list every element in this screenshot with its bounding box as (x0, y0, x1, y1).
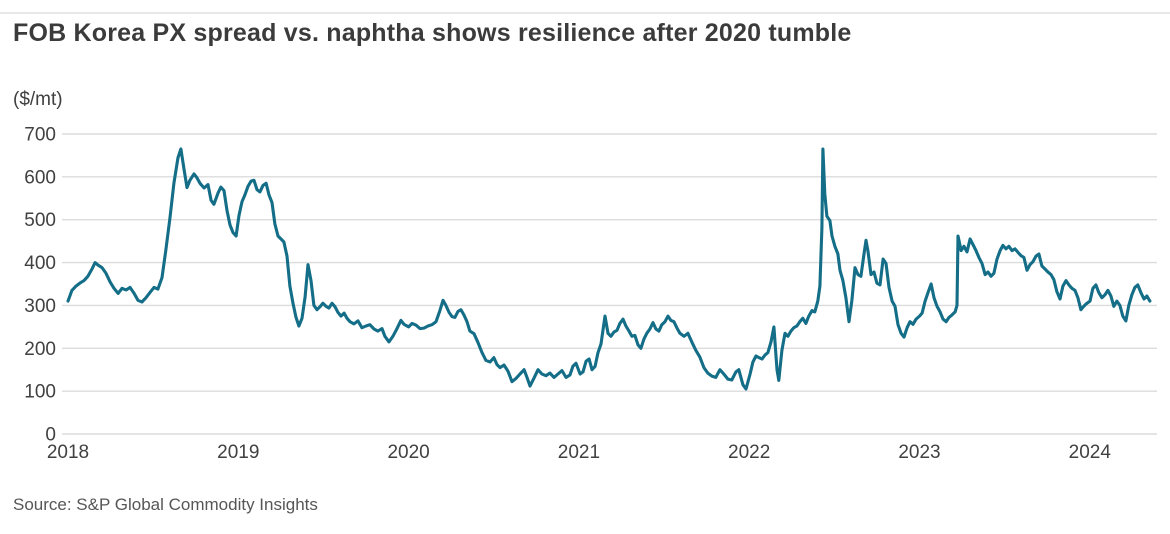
source-attribution: Source: S&P Global Commodity Insights (13, 495, 318, 514)
y-tick-label-400: 400 (24, 253, 56, 274)
x-tick-label-2024: 2024 (1069, 442, 1112, 463)
y-tick-label-300: 300 (24, 296, 56, 317)
x-tick-label-2018: 2018 (47, 442, 89, 463)
x-tick-label-2020: 2020 (387, 442, 429, 463)
y-axis-units-label: ($/mt) (13, 89, 63, 110)
x-tick-label-2021: 2021 (558, 442, 600, 463)
y-tick-label-700: 700 (24, 125, 56, 146)
x-tick-label-2023: 2023 (898, 442, 940, 463)
y-tick-label-500: 500 (24, 210, 56, 231)
x-tick-label-2022: 2022 (728, 442, 770, 463)
x-tick-label-2019: 2019 (217, 442, 259, 463)
chart-title: FOB Korea PX spread vs. naphtha shows re… (13, 19, 852, 47)
top-divider (0, 12, 1170, 14)
y-tick-label-100: 100 (24, 382, 56, 403)
series-line (66, 147, 1152, 391)
y-tick-label-200: 200 (24, 339, 56, 360)
y-tick-label-600: 600 (24, 167, 56, 188)
y-tick-label-0: 0 (45, 425, 56, 446)
